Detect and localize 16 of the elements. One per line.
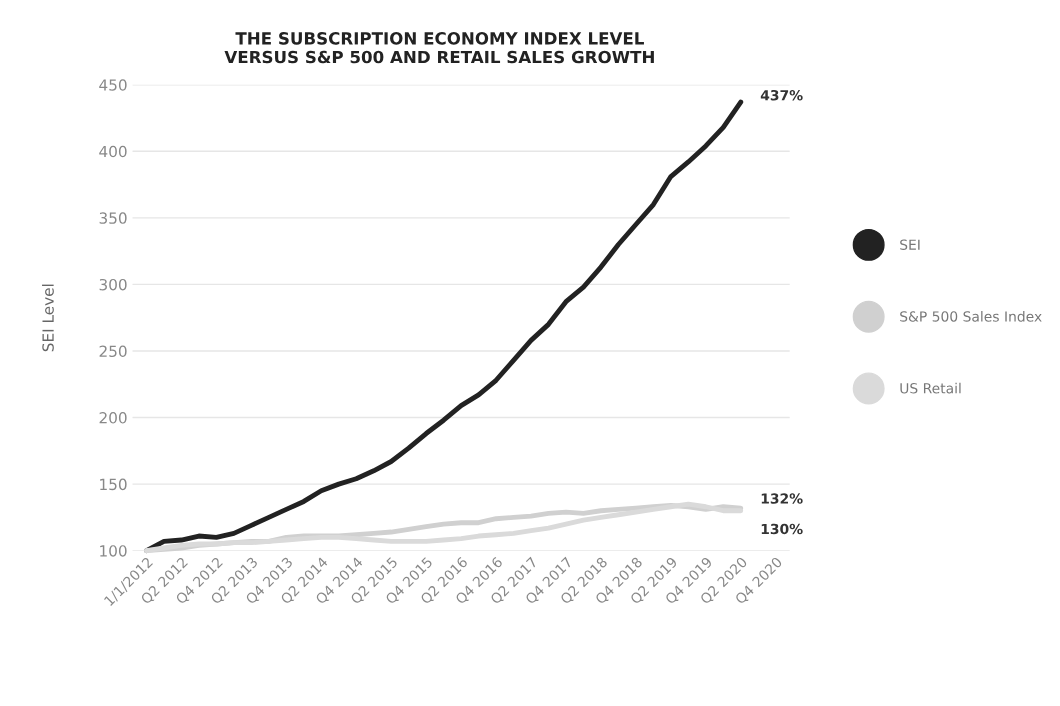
- legend-label: S&P 500 Sales Index: [900, 310, 1042, 322]
- y-axis-title: SEI Level: [42, 284, 54, 352]
- annotation: 130%: [761, 523, 803, 535]
- y-tick-label: 300: [99, 278, 127, 291]
- y-tick-label: 350: [99, 212, 127, 224]
- chart-title: THE SUBSCRIPTION ECONOMY INDEX LEVEL VERSUS S&P 500 AND RETAIL SALES GROWTH: [224, 32, 654, 64]
- y-tick-label: 100: [100, 545, 127, 557]
- y-tick-label: 250: [99, 345, 127, 357]
- y-tick-label: 450: [99, 79, 127, 91]
- legend-label: SEI: [900, 239, 920, 250]
- legend-label: US Retail: [900, 382, 961, 394]
- y-tick-label: 150: [100, 478, 127, 491]
- annotation: 437%: [760, 90, 803, 101]
- annotation: 132%: [761, 493, 803, 504]
- y-tick-label: 200: [99, 412, 127, 424]
- y-tick-label: 400: [99, 145, 127, 158]
